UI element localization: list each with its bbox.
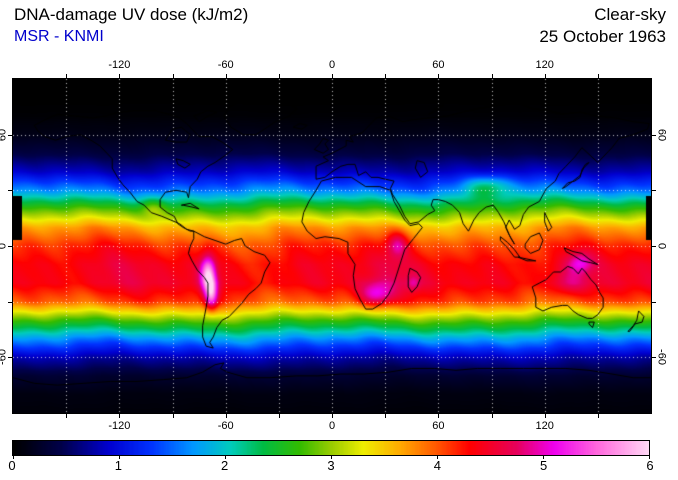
- colorbar-tick-label: 2: [221, 458, 229, 473]
- axis-tick: [491, 74, 493, 78]
- axis-tick: [8, 357, 12, 359]
- axis-tick: [172, 74, 174, 78]
- axis-tick: [544, 74, 546, 78]
- colorbar-canvas: [13, 441, 649, 455]
- axis-tick: [597, 414, 599, 418]
- axis-tick: [8, 246, 12, 247]
- axis-tick: [66, 414, 68, 418]
- axis-tick: [8, 301, 12, 303]
- axis-tick: [652, 301, 656, 303]
- axis-tick: [66, 74, 68, 78]
- x-tick-label: 60: [432, 59, 445, 71]
- axis-tick: [172, 414, 174, 418]
- x-tick-label: 0: [328, 420, 336, 432]
- y-tick-label: 60: [655, 128, 668, 141]
- header-right: Clear-sky 25 October 1963: [539, 4, 666, 48]
- colorbar-tick-label: 6: [646, 458, 654, 473]
- axis-tick: [8, 134, 12, 136]
- axis-tick: [652, 134, 656, 136]
- x-tick-label: 120: [535, 420, 554, 432]
- axis-tick: [332, 414, 333, 418]
- axis-tick: [385, 74, 387, 78]
- source-label: MSR - KNMI: [14, 28, 104, 45]
- axis-tick: [225, 74, 227, 78]
- colorbar-tick-label: 0: [8, 458, 16, 473]
- colorbar-tick-label: 5: [540, 458, 548, 473]
- colorbar-tick: [13, 455, 14, 459]
- y-tick-label: -60: [655, 349, 668, 366]
- colorbar-tick-label: 3: [327, 458, 335, 473]
- colorbar: [12, 440, 650, 459]
- x-tick-label: -60: [217, 59, 234, 71]
- axis-tick: [438, 414, 440, 418]
- colorbar-tick: [225, 455, 226, 459]
- colorbar-tick: [649, 455, 650, 459]
- y-tick-label: 0: [655, 242, 668, 250]
- axis-tick: [119, 74, 121, 78]
- axis-tick: [278, 74, 280, 78]
- x-tick-label: 0: [328, 59, 336, 71]
- condition-label: Clear-sky: [594, 5, 666, 24]
- colorbar-tick: [437, 455, 438, 459]
- colorbar-tick: [331, 455, 332, 459]
- map-frame: -120 -60 0 60 120 -120 -60 0 60 120 60 0…: [0, 60, 668, 432]
- uv-map-canvas: [13, 79, 651, 413]
- colorbar-tick-label: 1: [114, 458, 122, 473]
- axis-tick: [8, 190, 12, 192]
- axis-tick: [597, 74, 599, 78]
- axis-tick: [544, 414, 546, 418]
- axis-tick: [278, 414, 280, 418]
- header-left: DNA-damage UV dose (kJ/m2) MSR - KNMI: [14, 4, 248, 48]
- axis-tick: [332, 74, 333, 78]
- x-tick-label: -120: [108, 420, 131, 432]
- page-title: DNA-damage UV dose (kJ/m2): [14, 5, 249, 24]
- colorbar-labels: 0 1 2 3 4 5 6: [8, 458, 654, 475]
- x-tick-label: -60: [217, 420, 234, 432]
- axis-tick: [385, 414, 387, 418]
- colorbar-tick: [543, 455, 544, 459]
- axis-tick: [438, 74, 440, 78]
- axis-tick: [652, 357, 656, 359]
- colorbar-tick-label: 4: [433, 458, 441, 473]
- axis-tick: [652, 246, 656, 247]
- x-tick-label: 120: [535, 59, 554, 71]
- x-tick-label: -120: [108, 59, 131, 71]
- axis-tick: [652, 190, 656, 192]
- colorbar-tick: [119, 455, 120, 459]
- date-label: 25 October 1963: [539, 27, 666, 46]
- axis-tick: [491, 414, 493, 418]
- axis-tick: [119, 414, 121, 418]
- x-tick-label: 60: [432, 420, 445, 432]
- axis-tick: [225, 414, 227, 418]
